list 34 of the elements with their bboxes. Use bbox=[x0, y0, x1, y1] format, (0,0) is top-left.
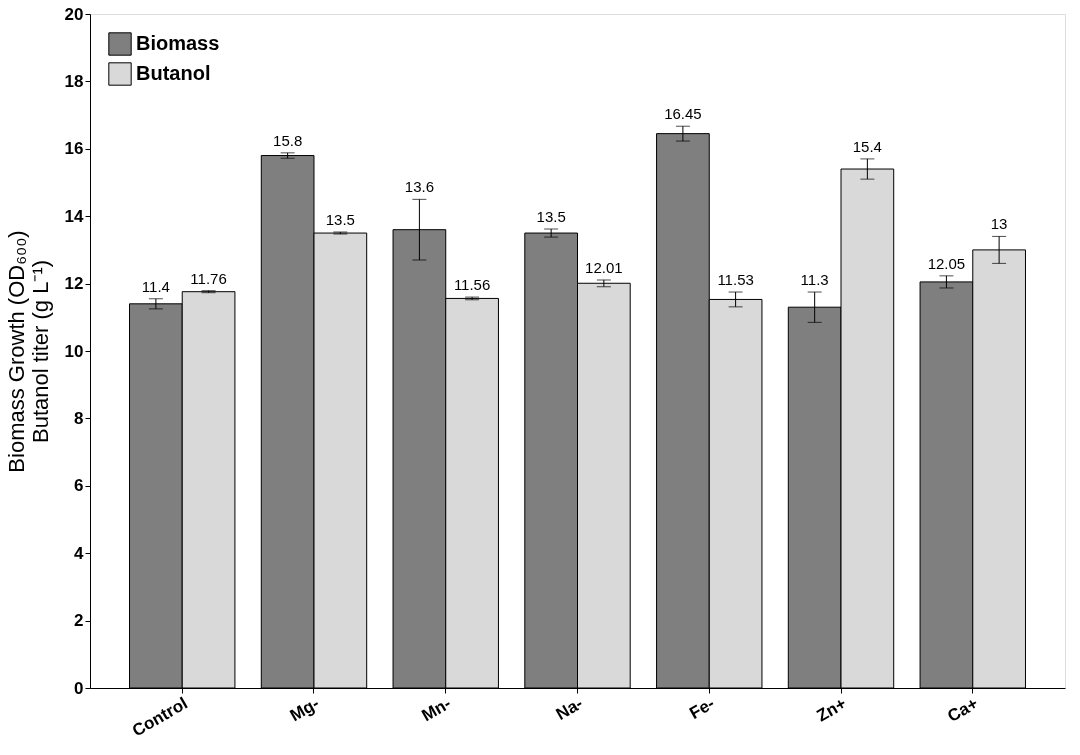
y-tick-label: 10 bbox=[64, 341, 84, 361]
data-label: 13.5 bbox=[325, 211, 355, 229]
y-tick-label: 16 bbox=[64, 139, 84, 159]
y-tick-label: 0 bbox=[74, 678, 84, 698]
data-label: 15.8 bbox=[273, 131, 303, 149]
x-tick-label: Ca+ bbox=[944, 693, 982, 727]
y-tick-label: 8 bbox=[74, 408, 84, 428]
y-tick-label: 2 bbox=[74, 611, 84, 631]
data-label: 13.5 bbox=[536, 208, 566, 226]
data-label: 11.3 bbox=[800, 271, 829, 289]
y-tick-label: 20 bbox=[64, 4, 84, 24]
data-label: 15.4 bbox=[852, 137, 882, 155]
x-tick-label: Fe- bbox=[686, 693, 718, 723]
y-axis-title: Biomass Growth (OD₆₀₀) Butanol titer (g L⁻¹) bbox=[3, 230, 53, 473]
data-label: 11.53 bbox=[717, 271, 754, 289]
x-tick-label: Mg- bbox=[286, 693, 323, 726]
x-tick-label: Zn+ bbox=[813, 693, 850, 726]
y-tick-label: 18 bbox=[64, 71, 84, 91]
legend-label: Butanol bbox=[136, 62, 211, 84]
data-label: 11.4 bbox=[141, 277, 170, 295]
data-label: 16.45 bbox=[664, 105, 702, 123]
y-tick-label: 14 bbox=[64, 206, 85, 226]
data-label: 12.05 bbox=[927, 254, 966, 272]
data-label: 13 bbox=[990, 215, 1008, 233]
y-tick-label: 4 bbox=[74, 543, 85, 563]
y-tick-label: 6 bbox=[74, 476, 84, 496]
data-label: 11.56 bbox=[453, 276, 491, 294]
data-label: 12.01 bbox=[585, 258, 623, 276]
x-tick-label: Na- bbox=[552, 693, 586, 724]
legend-label: Biomass bbox=[136, 32, 220, 54]
x-tick-label: Mn- bbox=[418, 693, 455, 726]
data-label: 11.76 bbox=[190, 269, 227, 287]
data-label: 13.6 bbox=[404, 178, 434, 196]
y-tick-label: 12 bbox=[64, 274, 84, 294]
